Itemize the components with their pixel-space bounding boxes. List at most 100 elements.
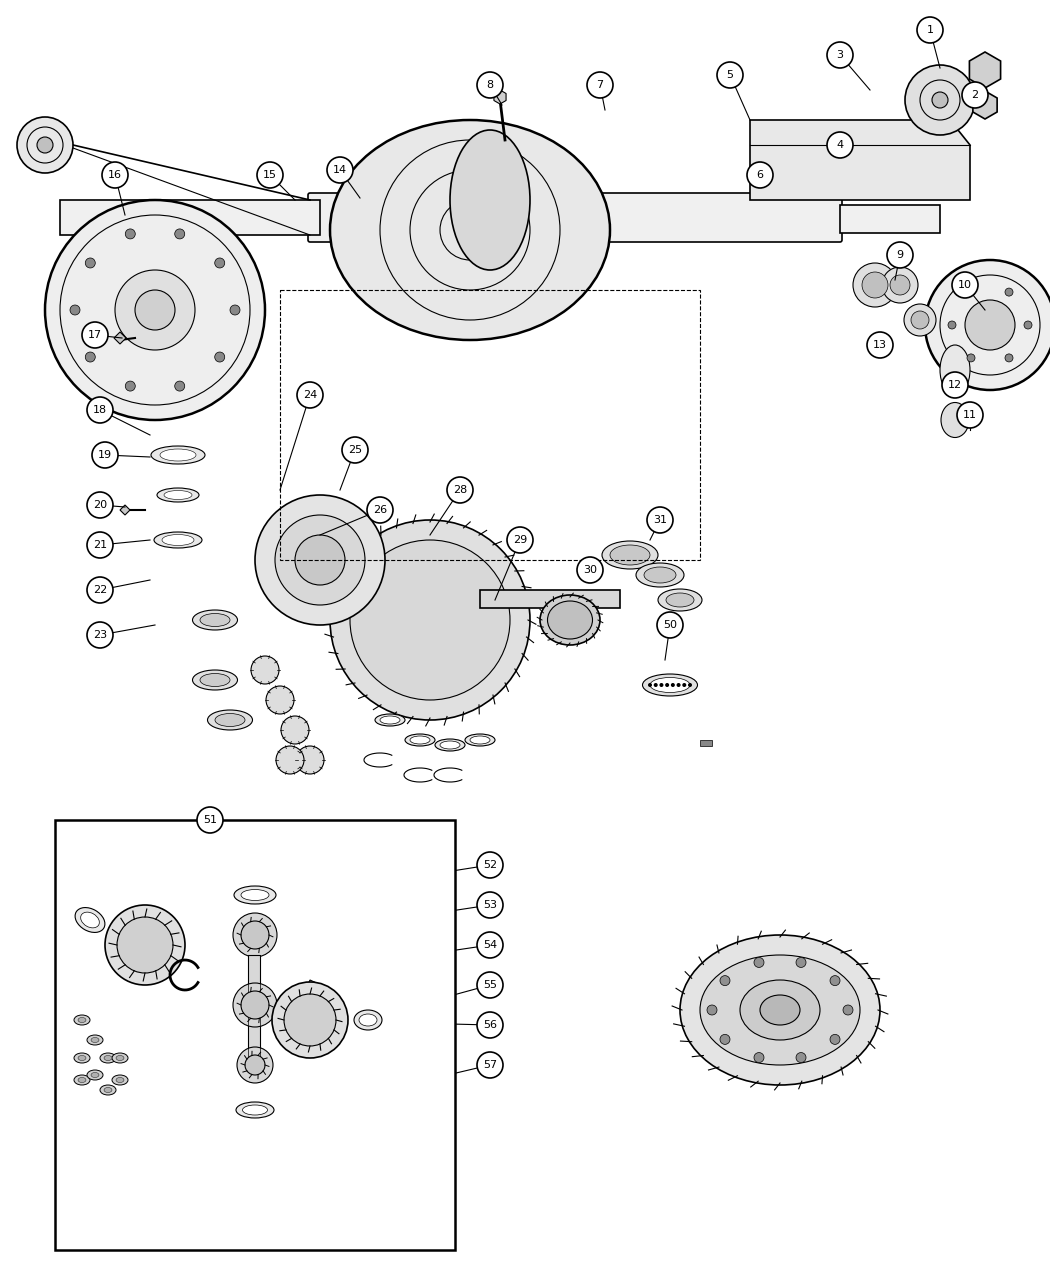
Text: 14: 14 — [333, 164, 348, 175]
Circle shape — [754, 958, 764, 968]
Ellipse shape — [666, 593, 694, 607]
Ellipse shape — [151, 446, 205, 464]
Ellipse shape — [158, 488, 200, 502]
Circle shape — [720, 975, 730, 986]
Circle shape — [827, 42, 853, 68]
Circle shape — [830, 975, 840, 986]
Circle shape — [925, 260, 1050, 390]
Circle shape — [688, 683, 692, 687]
Circle shape — [890, 275, 910, 295]
Circle shape — [342, 437, 368, 463]
Ellipse shape — [104, 1056, 112, 1061]
Ellipse shape — [74, 1015, 90, 1025]
Circle shape — [251, 657, 279, 683]
Circle shape — [87, 532, 113, 558]
Circle shape — [720, 1034, 730, 1044]
Text: 16: 16 — [108, 170, 122, 180]
Text: 23: 23 — [93, 630, 107, 640]
Ellipse shape — [440, 741, 460, 748]
Ellipse shape — [760, 994, 800, 1025]
Circle shape — [747, 162, 773, 187]
Circle shape — [717, 62, 743, 88]
Circle shape — [368, 497, 393, 523]
Circle shape — [796, 958, 806, 968]
Ellipse shape — [940, 346, 970, 395]
Text: 5: 5 — [727, 70, 734, 80]
Ellipse shape — [154, 532, 202, 548]
Text: 13: 13 — [873, 340, 887, 351]
Text: 21: 21 — [93, 541, 107, 550]
Text: 28: 28 — [453, 484, 467, 495]
Text: 55: 55 — [483, 980, 497, 989]
Bar — [700, 740, 712, 746]
Circle shape — [843, 1005, 853, 1015]
Ellipse shape — [160, 449, 196, 462]
Ellipse shape — [941, 403, 969, 437]
Ellipse shape — [208, 710, 252, 731]
Circle shape — [659, 683, 664, 687]
Text: 4: 4 — [837, 140, 843, 150]
Circle shape — [242, 921, 269, 949]
Text: 25: 25 — [348, 445, 362, 455]
Circle shape — [587, 71, 613, 98]
Circle shape — [867, 332, 892, 358]
Circle shape — [477, 892, 503, 918]
Circle shape — [297, 382, 323, 408]
Text: 30: 30 — [583, 565, 597, 575]
Circle shape — [477, 71, 503, 98]
Text: 2: 2 — [971, 91, 979, 99]
Circle shape — [887, 242, 914, 268]
Circle shape — [952, 272, 978, 298]
Text: 18: 18 — [93, 405, 107, 414]
Ellipse shape — [359, 1014, 377, 1026]
Bar — [248, 955, 260, 1070]
Circle shape — [296, 746, 324, 774]
Text: 15: 15 — [262, 170, 277, 180]
Circle shape — [237, 1047, 273, 1082]
Ellipse shape — [112, 1075, 128, 1085]
Ellipse shape — [78, 1056, 86, 1061]
Ellipse shape — [200, 613, 230, 626]
Ellipse shape — [740, 980, 820, 1040]
Text: 52: 52 — [483, 861, 497, 870]
Text: 56: 56 — [483, 1020, 497, 1030]
Ellipse shape — [405, 734, 435, 746]
Circle shape — [905, 65, 975, 135]
Circle shape — [830, 1034, 840, 1044]
Circle shape — [754, 1053, 764, 1062]
Circle shape — [942, 372, 968, 398]
Bar — [307, 980, 330, 997]
Circle shape — [1024, 321, 1032, 329]
Circle shape — [92, 442, 118, 468]
Ellipse shape — [680, 935, 880, 1085]
Ellipse shape — [100, 1085, 116, 1095]
Circle shape — [657, 612, 682, 638]
Circle shape — [967, 288, 975, 296]
Circle shape — [257, 162, 284, 187]
Bar — [55, 820, 455, 1250]
Bar — [60, 200, 320, 235]
Circle shape — [125, 381, 135, 391]
Circle shape — [85, 258, 96, 268]
Circle shape — [957, 402, 983, 428]
Circle shape — [477, 852, 503, 878]
Circle shape — [233, 913, 277, 958]
Circle shape — [37, 136, 52, 153]
Circle shape — [275, 515, 365, 606]
Ellipse shape — [470, 736, 490, 745]
FancyBboxPatch shape — [308, 193, 842, 242]
Ellipse shape — [78, 1077, 86, 1082]
Ellipse shape — [116, 1056, 124, 1061]
Ellipse shape — [658, 589, 702, 611]
Circle shape — [665, 683, 669, 687]
Text: 50: 50 — [663, 620, 677, 630]
Ellipse shape — [236, 1102, 274, 1118]
Ellipse shape — [650, 677, 690, 692]
Ellipse shape — [602, 541, 658, 569]
Circle shape — [477, 1052, 503, 1077]
Circle shape — [1005, 354, 1013, 362]
Ellipse shape — [112, 1053, 128, 1063]
Ellipse shape — [644, 567, 676, 583]
Ellipse shape — [410, 736, 430, 745]
Circle shape — [87, 578, 113, 603]
